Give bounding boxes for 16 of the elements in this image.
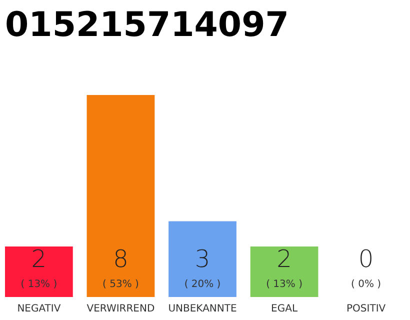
chart-title: 015215714097 — [5, 5, 289, 45]
x-tick-label: VERWIRREND — [86, 304, 155, 314]
x-tick-label: EGAL — [271, 304, 298, 314]
annotation: ( 0% ) — [351, 279, 382, 290]
data-label: 2 — [31, 245, 47, 273]
data-label: 3 — [194, 245, 210, 273]
data-label: 0 — [358, 245, 374, 273]
x-tick-label: UNBEKANNTE — [168, 304, 237, 314]
data-label: 8 — [113, 245, 128, 273]
annotation: ( 13% ) — [266, 279, 303, 290]
data-label: 2 — [276, 245, 292, 273]
x-tick-label: POSITIV — [346, 304, 386, 314]
annotation: ( 13% ) — [20, 279, 58, 290]
x-tick-label: NEGATIV — [17, 304, 61, 314]
annotation: ( 53% ) — [102, 279, 140, 290]
annotation: ( 20% ) — [184, 279, 221, 290]
